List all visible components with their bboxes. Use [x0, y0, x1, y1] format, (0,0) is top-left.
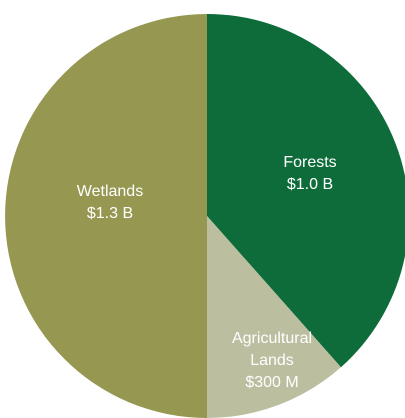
slice-name-label: Agricultural [232, 330, 312, 347]
slice-value-label: $1.3 B [87, 205, 133, 222]
pie-slice-agricultural-lands [207, 216, 341, 418]
slice-value-label: $1.0 B [287, 176, 333, 193]
pie-slice-wetlands [5, 14, 207, 418]
slice-name-label: Wetlands [77, 183, 143, 200]
slice-name-label: Lands [250, 352, 294, 369]
pie-slices [5, 14, 405, 418]
slice-value-label: $300 M [245, 374, 298, 391]
pie-slice-forests [207, 14, 405, 368]
slice-labels: Forests $1.0 B Agricultural Lands $300 M Wetl… [77, 154, 337, 391]
slice-name-label: Forests [283, 154, 336, 171]
